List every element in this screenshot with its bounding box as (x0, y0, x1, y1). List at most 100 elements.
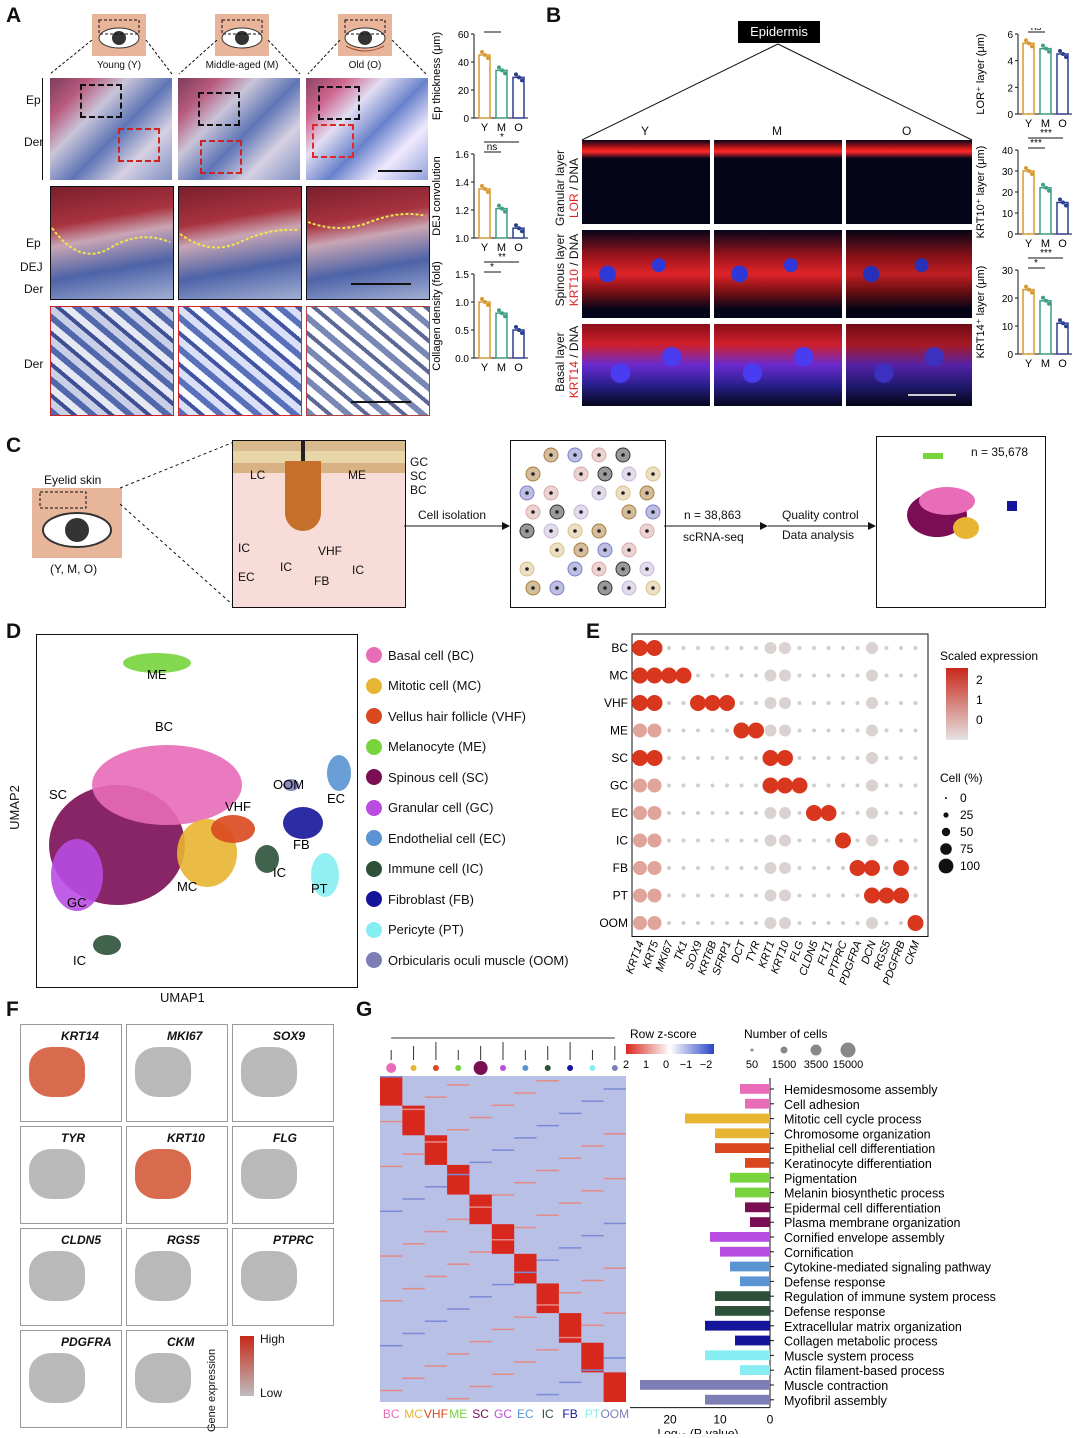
if-image-granular-o (846, 140, 972, 224)
umap-cluster (93, 935, 121, 955)
dot (633, 833, 647, 848)
dot (764, 807, 777, 819)
y-axis-label: LOR⁺ layer (μm) (975, 33, 987, 114)
heatmap-row (603, 1312, 626, 1314)
dot (779, 862, 791, 874)
cluster-label: ME (147, 667, 167, 682)
heatmap-row (469, 1385, 492, 1388)
dot (841, 673, 845, 678)
cell-nucleus (621, 453, 625, 457)
dot (855, 646, 860, 650)
legend-swatch (366, 891, 382, 907)
legend-swatch (366, 647, 382, 663)
heatmap-row (581, 1100, 604, 1102)
epidermis-title: Epidermis (738, 21, 820, 43)
heatmap-row (469, 1340, 492, 1343)
heatmap-block (536, 1283, 559, 1314)
go-bar (705, 1320, 770, 1331)
umap-cluster (311, 853, 339, 897)
heatmap-row (514, 1271, 537, 1274)
data-point (1047, 49, 1051, 54)
heatmap-block (514, 1253, 537, 1284)
sig-label: ns (1031, 28, 1042, 33)
umap-cluster (283, 807, 323, 839)
cluster-label: ME (449, 1407, 467, 1421)
dot (646, 750, 663, 766)
dot (633, 778, 647, 793)
dot (667, 701, 671, 705)
row-label-der-2: Der (24, 282, 44, 296)
heatmap-row (469, 1206, 492, 1208)
category-label: Y (1025, 238, 1033, 250)
dot (826, 783, 831, 788)
heatmap-row (603, 1088, 626, 1090)
collagen-image-young (50, 306, 174, 416)
cell-nucleus (549, 453, 553, 457)
heatmap-row (491, 1149, 515, 1151)
go-bar (720, 1246, 770, 1257)
dot (779, 669, 791, 682)
feature-plot: PDGFRA (20, 1330, 122, 1428)
dot (826, 893, 831, 898)
data-point (1044, 185, 1048, 190)
tick-label: 6 (1007, 30, 1013, 41)
go-bar (740, 1365, 770, 1375)
eye-icon (92, 14, 146, 56)
dot (899, 673, 903, 678)
gene-name: KRT14 (61, 1029, 99, 1043)
heatmap (380, 1076, 626, 1402)
dot (913, 646, 918, 650)
dot (733, 722, 750, 739)
dot (826, 838, 831, 843)
heatmap-row (536, 1304, 559, 1306)
dot (764, 917, 777, 929)
feature-plots: KRT14 MKI67 SOX9 TYR KRT10 FLG CLDN5 RGS5 PTPRC P… (20, 1024, 340, 1432)
go-term-label: Epithelial cell differentiation (784, 1142, 935, 1156)
data-point (486, 56, 490, 60)
dot (812, 893, 816, 898)
dot (739, 838, 744, 843)
dot (710, 783, 715, 788)
tick-label: 40 (458, 58, 470, 69)
category-label: Y (481, 242, 489, 254)
cell-nucleus (549, 491, 553, 495)
cluster-label: MC (404, 1407, 423, 1421)
dot (812, 838, 816, 843)
dot (797, 756, 802, 760)
y-axis-label: KRT10⁺ layer (μm) (975, 146, 987, 239)
dot (696, 811, 700, 815)
dot (739, 866, 744, 870)
dot (667, 783, 671, 788)
category-label: Y (1025, 118, 1033, 130)
go-bar (715, 1291, 770, 1301)
data-point (500, 68, 504, 73)
cluster-label: EC (327, 791, 345, 806)
umap-silhouette (241, 1251, 297, 1301)
data-point (1064, 324, 1068, 329)
go-term-label: Muscle contraction (784, 1379, 888, 1393)
dot (710, 728, 715, 733)
arrow-3 (768, 522, 876, 530)
data-point (520, 229, 524, 234)
tick-label: 20 (458, 86, 470, 97)
layer-label-basal: Basal layer KRT14 / DNA (553, 325, 581, 399)
cluster-label: SC (472, 1407, 489, 1421)
row-label: GC (610, 779, 628, 793)
heatmap-row (447, 1218, 470, 1221)
cell-nucleus (597, 567, 601, 571)
heatmap-row (469, 1251, 492, 1253)
cluster-size-marker (522, 1065, 529, 1071)
if-image-basal-o (846, 324, 972, 406)
legend-item: Granular cell (GC) (366, 797, 493, 819)
legend-label: Endothelial cell (EC) (388, 830, 506, 846)
dot (646, 640, 663, 656)
cell-nucleus (603, 548, 607, 552)
heatmap-row (491, 1239, 515, 1241)
cluster-size-marker (455, 1065, 462, 1071)
dot (777, 777, 793, 794)
count-tick: 15000 (833, 1059, 864, 1071)
cell-nucleus (549, 529, 553, 533)
dot (893, 860, 909, 876)
heatmap-row (581, 1234, 604, 1237)
